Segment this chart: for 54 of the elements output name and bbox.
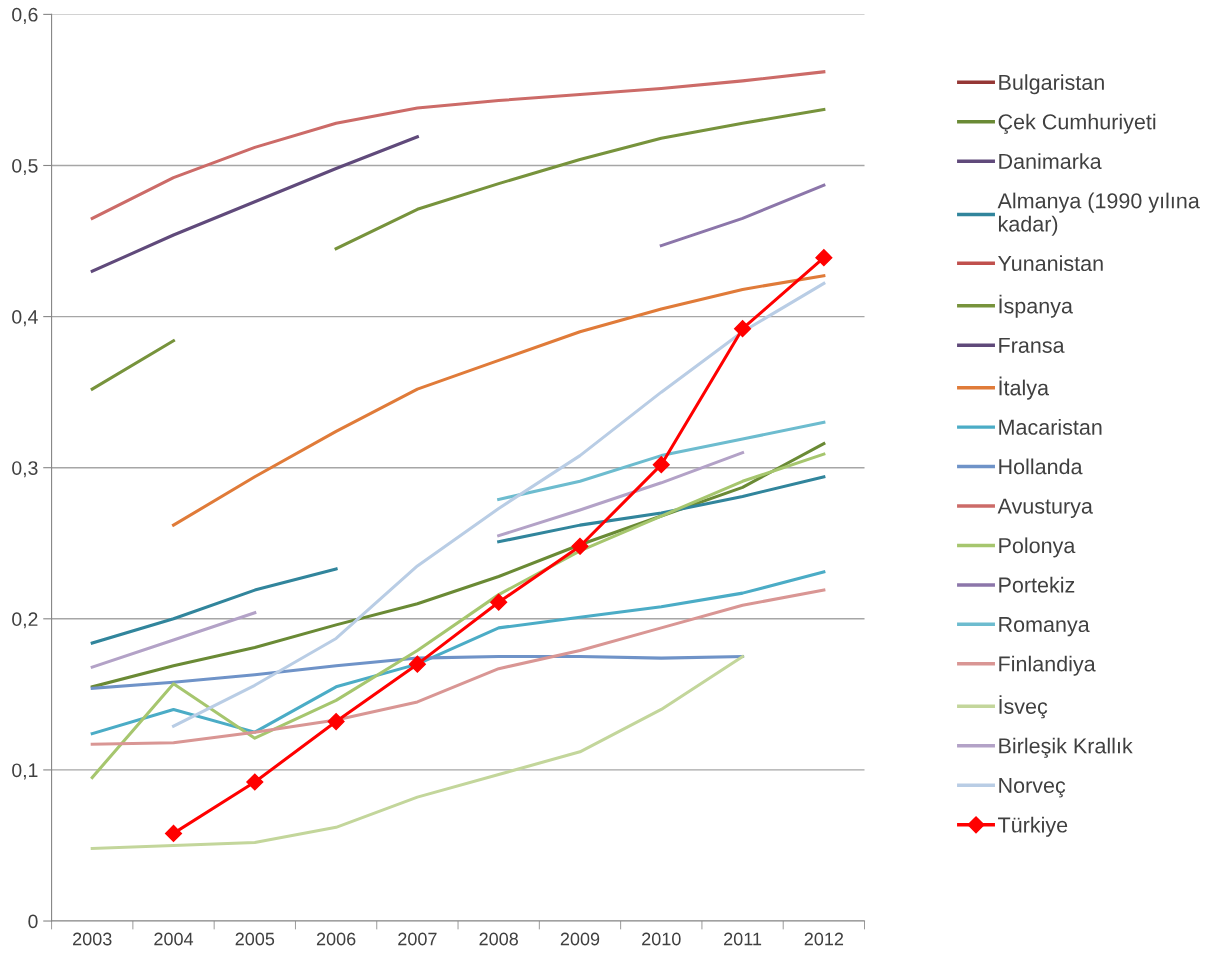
point: [815, 249, 833, 267]
point: [246, 773, 264, 791]
x-tick-label: 2006: [316, 932, 356, 946]
point: [734, 320, 752, 338]
line-series: [90, 452, 826, 779]
y-tick-label: 0,1: [12, 763, 38, 780]
point: [164, 824, 183, 842]
x-tick-label: 2012: [804, 932, 844, 946]
point: [327, 713, 345, 731]
point: [652, 456, 670, 474]
x-tick-label: 2005: [235, 932, 275, 946]
y-tick-label: 0: [28, 914, 38, 929]
line-series: [90, 135, 419, 273]
y-tick-label: 0,4: [12, 310, 38, 327]
x-tick-label: 2011: [724, 932, 762, 946]
line-series: [90, 570, 826, 736]
legend-label: Macaristan: [999, 419, 1102, 435]
line-series: [90, 588, 826, 746]
legend-label: Hollanda: [999, 458, 1083, 475]
legend-label: Türkiye: [998, 816, 1068, 837]
line-series: [171, 274, 826, 527]
x-tick-label: 2009: [560, 932, 600, 946]
legend-label: Çek Cumhuriyeti: [998, 113, 1156, 134]
legend-label: Danimarka: [999, 153, 1102, 169]
point: [490, 593, 508, 611]
legend-label: Norveç: [999, 778, 1066, 798]
line-series: [90, 70, 826, 220]
y-tick-label: 0,2: [12, 612, 38, 629]
legend-label: Almanya (1990 yılına kadar): [997, 192, 1200, 236]
point: [408, 655, 426, 673]
legend-label: Portekiz: [999, 576, 1075, 593]
legend-label: Romanya: [999, 617, 1090, 637]
legend-label: Yunanistan: [998, 255, 1103, 272]
line-series: [497, 420, 826, 501]
x-tick-label: 2007: [398, 932, 437, 946]
x-tick-label: 2010: [642, 932, 681, 946]
y-tick-label: 0,5: [12, 158, 38, 176]
legend-label: Polonya: [999, 537, 1076, 558]
y-tick-label: 0,3: [12, 461, 38, 478]
legend-label: Birleşik Krallık: [999, 737, 1133, 758]
legend-label: İtalya: [999, 376, 1049, 400]
x-tick-label: 2008: [479, 932, 518, 946]
legend-label: Bulgaristan: [999, 74, 1104, 95]
legend-label: Finlandiya: [999, 655, 1096, 676]
legend-label: Fransa: [999, 337, 1065, 353]
legend-label: Avusturya: [997, 498, 1093, 519]
x-tick-label: 2003: [73, 932, 112, 946]
line-series: [171, 281, 826, 728]
point: [571, 537, 589, 555]
legend-label: İsveç: [999, 695, 1048, 719]
y-tick-label: 0,6: [12, 7, 38, 24]
x-tick-label: 2004: [154, 932, 194, 946]
legend-label: İspanya: [999, 294, 1073, 318]
line-series: [90, 655, 745, 851]
